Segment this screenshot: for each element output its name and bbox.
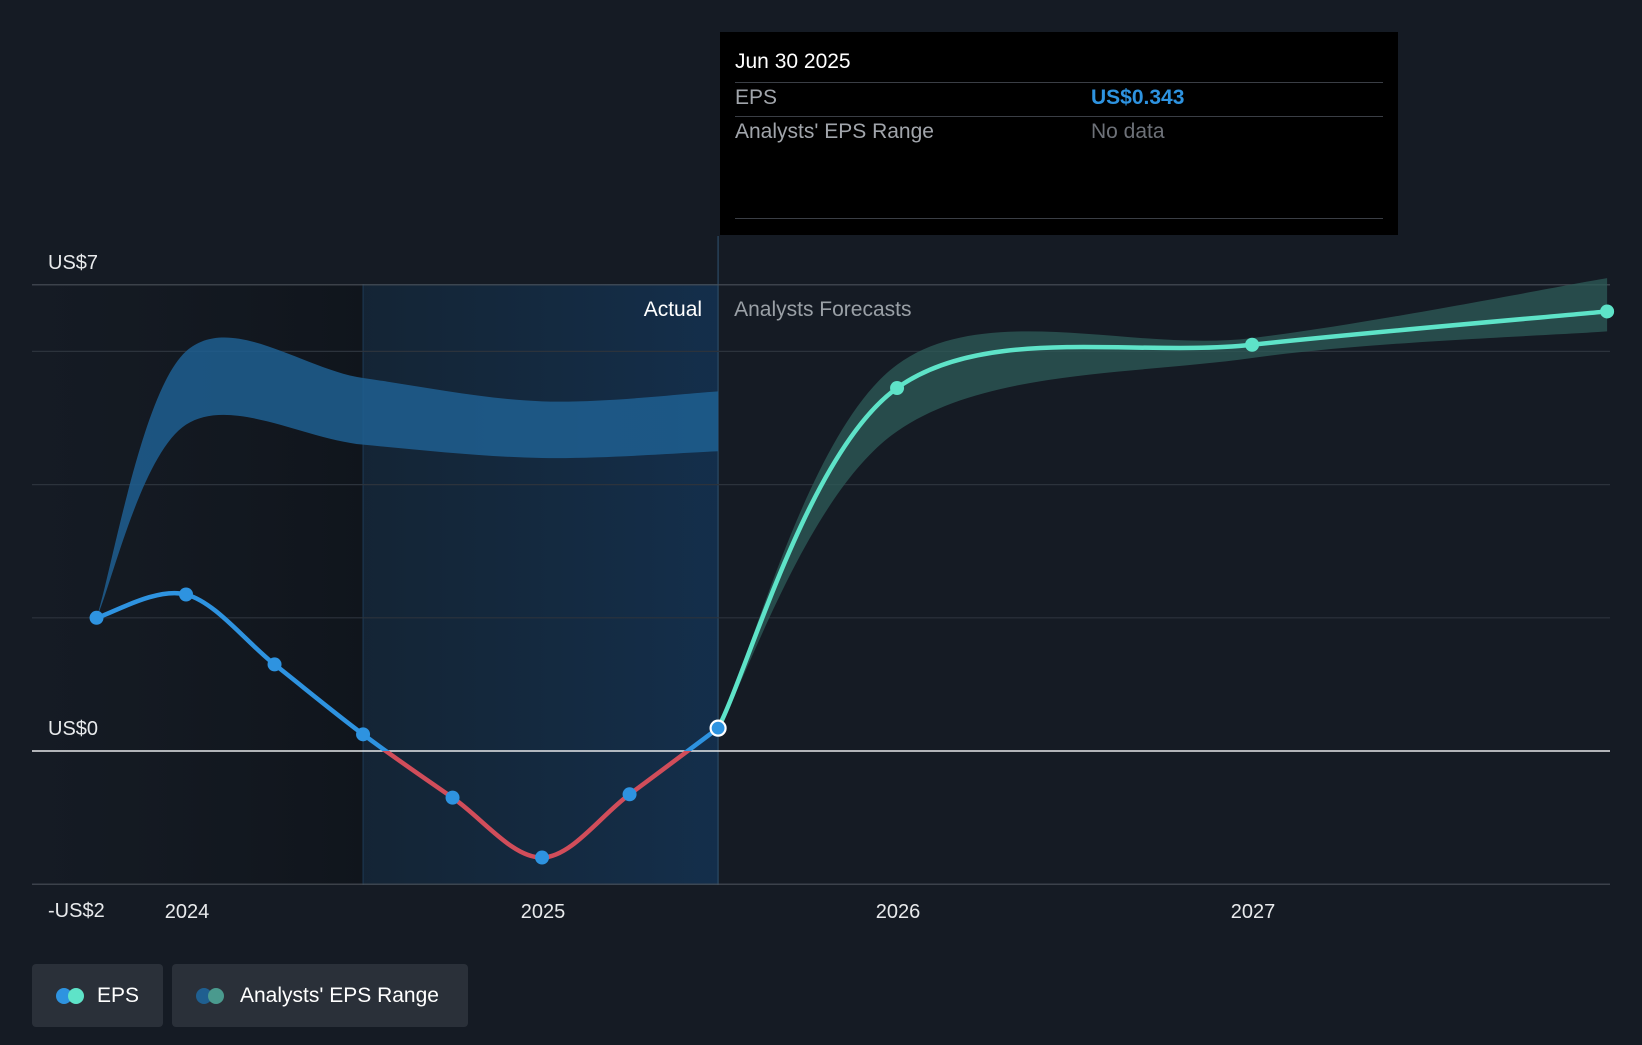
y-label-zero: US$0 xyxy=(48,718,98,740)
tooltip-range-label: Analysts' EPS Range xyxy=(735,120,934,143)
x-tick-label: 2026 xyxy=(876,901,921,923)
legend-analyst-range[interactable]: Analysts' EPS Range xyxy=(172,964,468,1027)
eps-point-actual xyxy=(535,850,550,865)
eps-point-actual xyxy=(622,787,637,802)
tooltip-eps-label: EPS xyxy=(735,86,778,109)
region-label-forecast: Analysts Forecasts xyxy=(734,298,911,321)
tooltip-eps-value: US$0.343 xyxy=(1091,86,1185,109)
legend-eps-label: EPS xyxy=(96,983,139,1007)
y-label-bottom: -US$2 xyxy=(48,900,105,922)
eps-point-actual xyxy=(89,610,104,625)
x-tick-label: 2027 xyxy=(1231,901,1276,923)
actual-period-shade xyxy=(363,284,719,885)
eps-line-actual-negative xyxy=(381,751,692,860)
eps-point-forecast xyxy=(890,381,905,396)
eps-legend-icon xyxy=(56,987,87,1004)
eps-line-forecast xyxy=(715,309,1610,731)
x-tick-label: 2025 xyxy=(521,901,566,923)
eps-point-forecast xyxy=(1245,337,1260,352)
tooltip-divider xyxy=(735,218,1383,219)
tooltip-date: Jun 30 2025 xyxy=(735,50,851,73)
legend-eps[interactable]: EPS xyxy=(32,964,163,1027)
eps-point-actual xyxy=(179,587,194,602)
analyst-range-band-forecast xyxy=(718,278,1608,729)
tooltip-divider xyxy=(735,116,1383,117)
eps-line-actual-positive xyxy=(94,590,721,751)
eps-point-forecast xyxy=(1600,304,1615,319)
tooltip-range-value: No data xyxy=(1091,120,1165,143)
x-tick-label: 2024 xyxy=(165,901,210,923)
analyst-range-band-actual xyxy=(96,337,719,618)
tooltip-divider xyxy=(735,82,1383,83)
eps-point-actual xyxy=(445,790,460,805)
range-legend-icon xyxy=(196,987,230,1004)
tooltip: Jun 30 2025 EPS US$0.343 Analysts' EPS R… xyxy=(720,32,1398,235)
eps-point-actual xyxy=(356,727,371,742)
region-label-actual: Actual xyxy=(644,298,702,321)
y-label-top: US$7 xyxy=(48,252,98,274)
eps-point-highlighted xyxy=(709,719,727,737)
eps-point-actual xyxy=(267,657,282,672)
legend-range-label: Analysts' EPS Range xyxy=(240,983,439,1007)
